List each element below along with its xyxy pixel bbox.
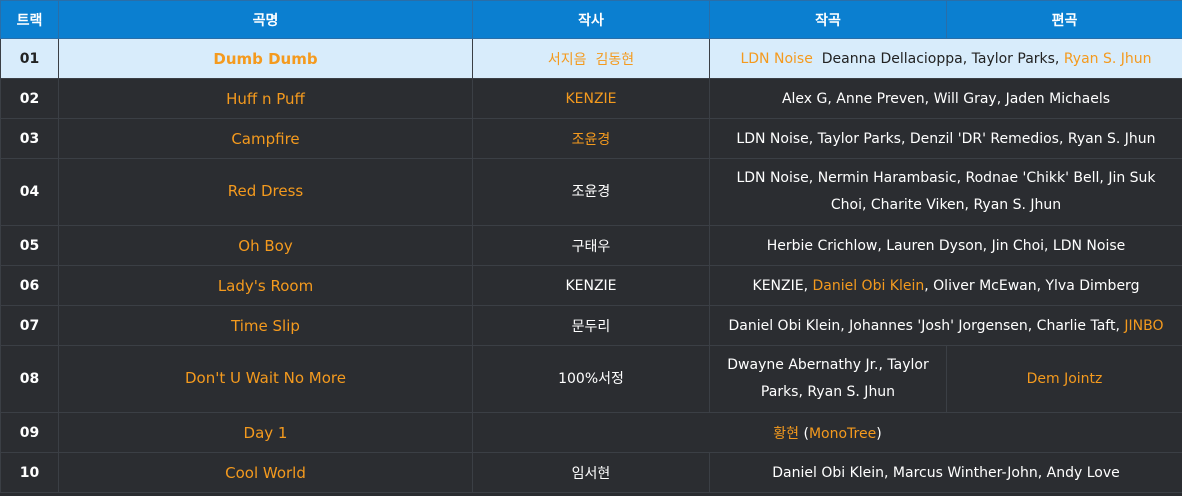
header-arrangement: 편곡 xyxy=(946,0,1182,39)
track-title-cell: Lady's Room xyxy=(58,265,473,306)
credits-line: Parks, Ryan S. Jhun xyxy=(760,384,896,400)
track-title-link[interactable]: Day 1 xyxy=(243,423,288,442)
credits-cell: Alex G, Anne Preven, Will Gray, Jaden Mi… xyxy=(709,78,1182,119)
lyrics-cell: 조윤경 xyxy=(472,158,710,226)
lyrics-cell: KENZIE xyxy=(472,78,710,119)
arranger-link[interactable]: Dem Jointz xyxy=(1026,370,1103,387)
track-title-link[interactable]: Huff n Puff xyxy=(226,89,305,108)
paren: ) xyxy=(876,425,882,442)
credits-cell: Herbie Crichlow, Lauren Dyson, Jin Choi,… xyxy=(709,225,1182,266)
composer-link[interactable]: Ryan S. Jhun xyxy=(1063,50,1152,67)
lyrics-cell: 구태우 xyxy=(472,225,710,266)
table-row: 07 Time Slip 문두리 Daniel Obi Klein, Johan… xyxy=(0,305,1182,346)
lyricist-link[interactable]: 김동현 xyxy=(595,51,635,68)
lyrics-cell: 임서현 xyxy=(472,452,710,493)
credit-link[interactable]: 황현 xyxy=(773,425,800,442)
lyrics-cell: 문두리 xyxy=(472,305,710,346)
track-title-cell: Campfire xyxy=(58,118,473,159)
credits-line: Choi, Charite Viken, Ryan S. Jhun xyxy=(830,197,1062,213)
credits-cell: LDN Noise Deanna Dellacioppa, Taylor Par… xyxy=(709,38,1182,79)
track-number: 02 xyxy=(0,78,59,119)
track-number: 06 xyxy=(0,265,59,306)
lyrics-cell: 100%서정 xyxy=(472,345,710,413)
track-title-link[interactable]: Time Slip xyxy=(231,316,300,335)
track-number: 05 xyxy=(0,225,59,266)
header-track: 트랙 xyxy=(0,0,59,39)
header-title: 곡명 xyxy=(58,0,473,39)
track-title-cell: Day 1 xyxy=(58,412,473,453)
track-title-link[interactable]: Don't U Wait No More xyxy=(185,369,346,387)
track-title-cell: Don't U Wait No More xyxy=(58,345,473,413)
lyricist-link[interactable]: 조윤경 xyxy=(571,131,611,148)
track-number: 07 xyxy=(0,305,59,346)
paren: ( xyxy=(803,425,809,442)
track-number: 10 xyxy=(0,452,59,493)
credits-line: Dwayne Abernathy Jr., Taylor xyxy=(727,357,929,373)
credits-line: LDN Noise, Nermin Harambasic, Rodnae 'Ch… xyxy=(736,170,1156,186)
lyrics-cell: 조윤경 xyxy=(472,118,710,159)
credits-cell: LDN Noise, Taylor Parks, Denzil 'DR' Rem… xyxy=(709,118,1182,159)
table-row: 09 Day 1 황현 (MonoTree) xyxy=(0,412,1182,453)
composition-cell: Dwayne Abernathy Jr., Taylor Parks, Ryan … xyxy=(709,345,947,413)
track-title-cell: Red Dress xyxy=(58,158,473,226)
track-title-link[interactable]: Dumb Dumb xyxy=(213,49,318,68)
track-title-cell: Dumb Dumb xyxy=(58,38,473,79)
composer-text: Daniel Obi Klein, Johannes 'Josh' Jorgen… xyxy=(728,317,1120,334)
track-title-link[interactable]: Cool World xyxy=(225,463,306,482)
track-number: 09 xyxy=(0,412,59,453)
table-row: 10 Cool World 임서현 Daniel Obi Klein, Marc… xyxy=(0,452,1182,493)
track-number: 01 xyxy=(0,38,59,79)
track-title-cell: Oh Boy xyxy=(58,225,473,266)
lyricist-link[interactable]: KENZIE xyxy=(565,90,617,107)
table-row: 02 Huff n Puff KENZIE Alex G, Anne Preve… xyxy=(0,78,1182,119)
lyrics-cell: KENZIE xyxy=(472,265,710,306)
credits-cell: 황현 (MonoTree) xyxy=(472,412,1182,453)
composer-link[interactable]: Daniel Obi Klein xyxy=(812,277,925,294)
track-number: 08 xyxy=(0,345,59,413)
table-header: 트랙 곡명 작사 작곡 편곡 xyxy=(0,0,1182,39)
table-row: 04 Red Dress 조윤경 LDN Noise, Nermin Haram… xyxy=(0,158,1182,226)
track-title-link[interactable]: Oh Boy xyxy=(238,236,293,255)
credit-link[interactable]: MonoTree xyxy=(808,425,877,442)
credits-cell: Daniel Obi Klein, Johannes 'Josh' Jorgen… xyxy=(709,305,1182,346)
credits-cell: Daniel Obi Klein, Marcus Winther-John, A… xyxy=(709,452,1182,493)
header-lyrics: 작사 xyxy=(472,0,710,39)
table-row: 05 Oh Boy 구태우 Herbie Crichlow, Lauren Dy… xyxy=(0,225,1182,266)
composer-text: Deanna Dellacioppa, Taylor Parks, xyxy=(821,50,1060,67)
credits-cell: LDN Noise, Nermin Harambasic, Rodnae 'Ch… xyxy=(709,158,1182,226)
composer-link[interactable]: JINBO xyxy=(1124,317,1164,334)
track-title-link[interactable]: Lady's Room xyxy=(217,276,314,295)
track-number: 03 xyxy=(0,118,59,159)
arrangement-cell: Dem Jointz xyxy=(946,345,1182,413)
table-row: 08 Don't U Wait No More 100%서정 Dwayne Ab… xyxy=(0,345,1182,413)
track-title-cell: Cool World xyxy=(58,452,473,493)
track-number: 04 xyxy=(0,158,59,226)
header-composition: 작곡 xyxy=(709,0,947,39)
table-row: 06 Lady's Room KENZIE KENZIE, Daniel Obi… xyxy=(0,265,1182,306)
composer-text: , Oliver McEwan, Ylva Dimberg xyxy=(924,277,1140,294)
composer-link[interactable]: LDN Noise xyxy=(740,50,813,67)
track-title-link[interactable]: Campfire xyxy=(231,129,300,148)
track-title-cell: Time Slip xyxy=(58,305,473,346)
track-title-link[interactable]: Red Dress xyxy=(227,182,304,200)
lyricist-link[interactable]: 서지음 xyxy=(547,51,587,68)
table-row: 03 Campfire 조윤경 LDN Noise, Taylor Parks,… xyxy=(0,118,1182,159)
lyrics-cell: 서지음 김동현 xyxy=(472,38,710,79)
table-row: 01 Dumb Dumb 서지음 김동현 LDN Noise Deanna De… xyxy=(0,38,1182,79)
composer-text: KENZIE, xyxy=(752,277,809,294)
credits-cell: KENZIE, Daniel Obi Klein, Oliver McEwan,… xyxy=(709,265,1182,306)
track-title-cell: Huff n Puff xyxy=(58,78,473,119)
